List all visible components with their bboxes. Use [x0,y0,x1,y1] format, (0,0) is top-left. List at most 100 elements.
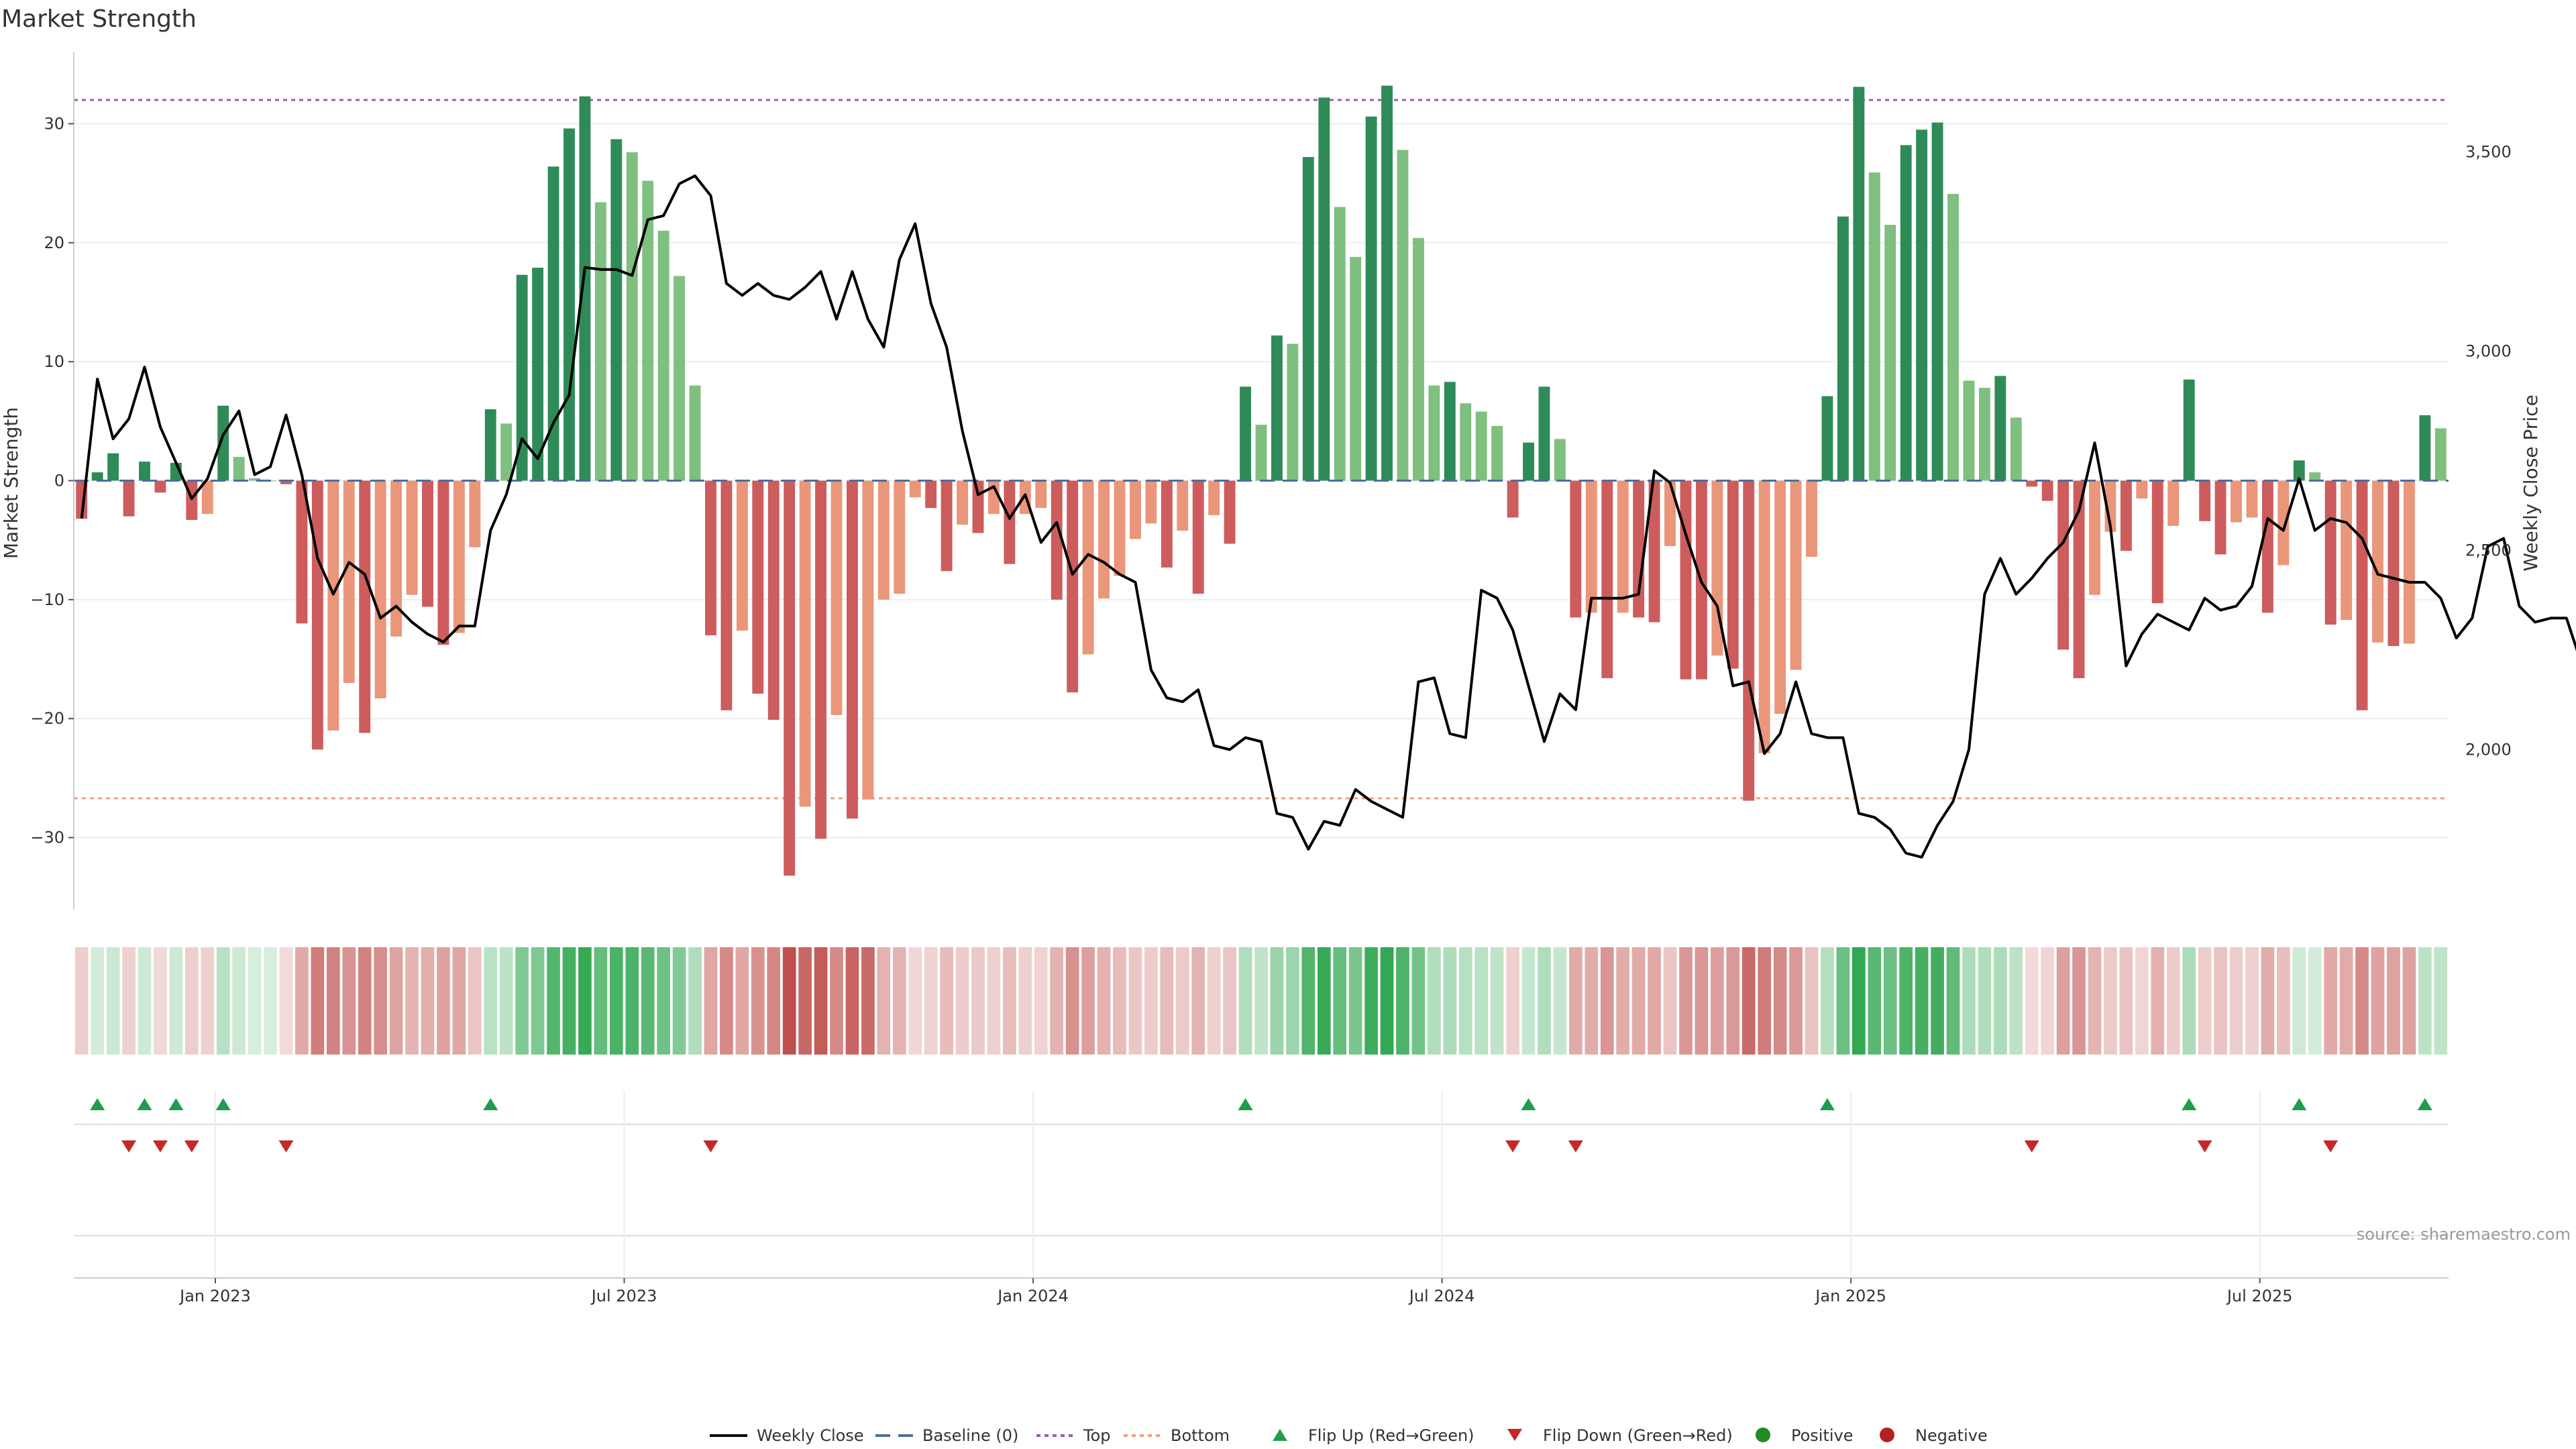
strength-bar [2419,415,2431,481]
heat-cell [2418,947,2432,1055]
heat-cell [1301,947,1316,1055]
strength-bar [1287,343,1299,481]
strength-bar [705,480,716,636]
strength-bar [2277,480,2290,566]
strength-bar [1806,480,1817,557]
heat-cell [2166,947,2180,1055]
flip-down-marker [152,1140,168,1152]
heat-cell [1663,947,1677,1055]
heat-cell [358,947,372,1055]
heat-cell [2056,947,2070,1055]
flip-down-marker [1505,1140,1521,1152]
heat-cell [1490,947,1504,1055]
heat-cell [1411,947,1426,1055]
strength-bar [2403,480,2415,644]
heat-cell [1144,947,1158,1055]
heat-cell [688,947,702,1055]
flip-down-marker [2024,1140,2039,1152]
heat-cell [657,947,670,1055]
strength-bar [249,478,261,481]
strength-bar [720,480,733,710]
strength-bar [2041,480,2053,501]
legend-label: Baseline (0) [922,1426,1018,1445]
heat-cell [1223,947,1236,1055]
y-tick-label: −10 [30,590,64,609]
strength-bar [972,480,984,533]
x-tick-label: Jan 2023 [178,1287,251,1305]
strength-bar [1601,480,1613,678]
strength-bar [830,480,843,715]
heat-cell [1506,947,1519,1055]
strength-bar [2057,480,2070,650]
heat-cell [1962,947,1976,1055]
strength-bar [500,423,513,481]
heat-cell [437,947,450,1055]
flip-up-marker [90,1098,105,1110]
strength-bar [1350,257,1362,481]
strength-bar [311,480,323,750]
heat-cell [735,947,749,1055]
heat-cell [1364,947,1378,1055]
heat-cell [389,947,403,1055]
strength-bar [1900,145,1912,481]
heat-cell [2434,947,2448,1055]
flip-up-marker [1819,1098,1835,1110]
heat-cell [720,947,733,1055]
strength-bar [564,128,575,481]
heat-cell [2104,947,2117,1055]
strength-bar [957,480,969,525]
heat-cell [547,947,560,1055]
strength-bar [327,480,339,731]
heat-cell [1773,947,1787,1055]
strength-bar [1538,386,1550,481]
strength-bar [847,480,858,819]
strength-bar [2151,480,2163,604]
heat-cell [767,947,781,1055]
heat-cell [1711,947,1724,1055]
heat-cell [1348,947,1362,1055]
strength-bar [784,480,796,876]
strength-bar [1067,480,1079,693]
flip-up-marker [2417,1098,2432,1110]
strength-bar [1853,87,1865,481]
flip-down-marker [2197,1140,2212,1152]
heat-cell [1443,947,1457,1055]
heat-cell [2292,947,2306,1055]
x-tick-label: Jul 2024 [1408,1287,1475,1305]
heat-cell [326,947,340,1055]
heat-cell [1883,947,1897,1055]
strength-bar [894,480,906,594]
strength-bar [484,409,496,481]
flip-down-marker [1568,1140,1583,1152]
strength-bar [2073,480,2085,678]
strength-bar [280,480,292,484]
y2-axis-label: Weekly Close Price [2520,394,2542,571]
heat-cell [1852,947,1866,1055]
strength-bar [154,480,166,493]
heat-cell [2041,947,2055,1055]
strength-bar [1302,157,1314,481]
strength-bar [1192,480,1204,594]
strength-bar [1648,480,1660,623]
heat-cell [1836,947,1850,1055]
strength-bar [1570,480,1582,618]
heat-cell [2088,947,2102,1055]
strength-bar [374,480,386,699]
heat-cell [1065,947,1079,1055]
flip-up-marker [137,1098,152,1110]
strength-bar [1082,480,1094,655]
heat-cell [1600,947,1614,1055]
strength-bar [1004,480,1016,564]
strength-bar [2434,428,2447,481]
strength-bar [1161,480,1173,568]
heat-cell [2355,947,2369,1055]
strength-bar [1585,480,1597,613]
strength-bar [1884,225,1896,481]
x-tick-label: Jan 2025 [1814,1287,1886,1305]
strength-bar [532,268,544,481]
heat-cell [971,947,985,1055]
strength-bar [2372,480,2383,643]
heat-cell [798,947,812,1055]
strength-bar [1397,150,1409,481]
strength-bar [1444,382,1456,481]
